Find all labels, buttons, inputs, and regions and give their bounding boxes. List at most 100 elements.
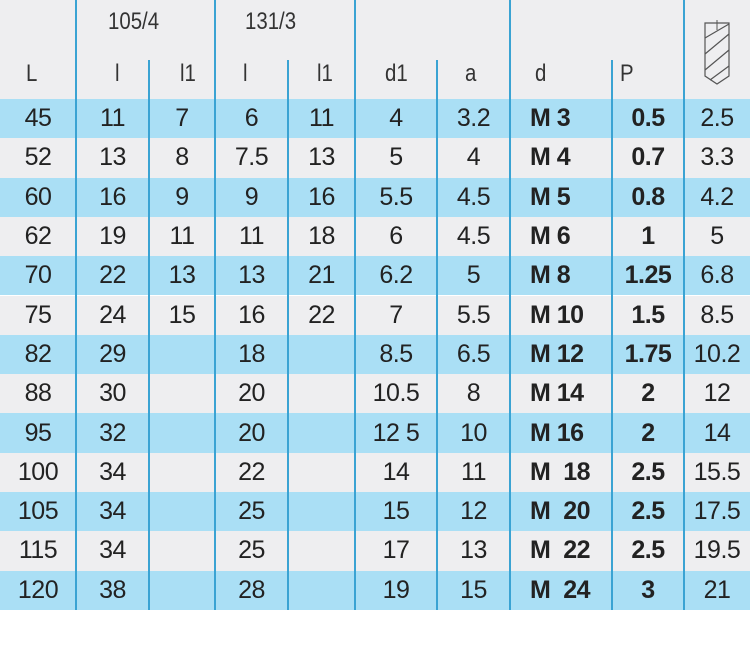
table-row: 60 16 9 9 16 5.5 4.5 M 5 0.8 4.2 (0, 177, 750, 217)
header-l1-105: l1 (180, 60, 196, 87)
cell-P: 0.5 (631, 104, 665, 133)
cell-l1-131 (288, 492, 355, 531)
cell-l-105: 22 (99, 261, 126, 290)
cell-a: 13 (460, 536, 487, 565)
cell-l1-105 (149, 453, 215, 492)
cell-l-105: 24 (99, 300, 126, 329)
cell-d1: 15 (382, 497, 410, 526)
cell-d: M 20 (530, 497, 591, 526)
table-row: 62 19 11 11 18 6 4.5 M 6 1 5 (0, 216, 750, 257)
table-row: 105 34 25 15 12 M 20 2.5 17.5 (0, 492, 750, 532)
cell-l1-131: 13 (308, 143, 335, 172)
cell-l1-131: 16 (308, 182, 335, 211)
cell-L: 75 (24, 300, 52, 329)
table-row: 70 22 13 13 21 6.2 5 M 8 1.25 6.8 (0, 256, 750, 296)
cell-l1-131 (288, 531, 355, 570)
cell-l1-131: 22 (308, 300, 335, 329)
column-divider (287, 60, 289, 610)
cell-l-105: 29 (99, 339, 126, 368)
cell-L: 60 (24, 182, 52, 211)
cell-d: M 6 (530, 222, 571, 251)
header-d: d (535, 60, 547, 87)
header-group-105-4: 105/4 (108, 8, 160, 35)
cell-L: 120 (17, 575, 59, 604)
cell-l1-131 (288, 374, 355, 413)
cell-a: 3.2 (456, 104, 491, 133)
cell-d: M 16 (530, 418, 584, 447)
cell-l-131: 6 (244, 104, 259, 133)
cell-P: 2 (641, 379, 655, 408)
cell-l1-105 (149, 492, 215, 531)
cell-L: 52 (24, 143, 52, 172)
cell-d: M 4 (530, 143, 571, 172)
cell-l1-131: 18 (308, 222, 335, 251)
cell-d1: 19 (382, 575, 410, 604)
cell-l-131: 22 (238, 457, 265, 486)
header-l-131: l (243, 60, 248, 87)
table-row: 45 11 7 6 11 4 3.2 M 3 0.5 2.5 (0, 99, 750, 139)
cell-l1-105: 7 (175, 104, 189, 133)
cell-d1: 10.5 (372, 379, 420, 408)
cell-L: 100 (17, 457, 59, 486)
cell-l-105: 32 (99, 418, 126, 447)
cell-l-105: 13 (99, 143, 126, 172)
cell-P: 2.5 (631, 497, 665, 526)
cell-d: M 14 (530, 379, 584, 408)
cell-d1: 8.5 (379, 339, 413, 368)
cell-drill: 4.2 (700, 182, 734, 211)
cell-P: 3 (641, 575, 655, 604)
cell-drill: 12 (703, 379, 731, 408)
cell-P: 1.75 (624, 339, 672, 368)
tap-drill-icon (704, 20, 730, 85)
cell-drill: 2.5 (700, 104, 734, 133)
table-header: 105/4 131/3 L l l1 l l1 d1 a d P (0, 0, 750, 99)
cell-l-131: 20 (238, 418, 265, 447)
cell-d1: 17 (382, 536, 410, 565)
cell-drill: 14 (703, 418, 731, 447)
column-divider (509, 0, 511, 610)
column-divider (436, 60, 438, 610)
column-divider (683, 0, 685, 610)
cell-l-105: 38 (99, 575, 126, 604)
cell-P: 1.25 (624, 261, 672, 290)
cell-a: 4 (466, 143, 481, 172)
cell-L: 62 (24, 222, 52, 251)
cell-l1-105: 8 (175, 143, 189, 172)
cell-P: 2 (641, 418, 655, 447)
cell-l-131: 25 (238, 497, 265, 526)
cell-d: M 24 (530, 575, 591, 604)
cell-drill: 5 (710, 222, 724, 251)
cell-L: 45 (24, 104, 52, 133)
cell-l1-105 (149, 374, 215, 413)
cell-l-131: 9 (244, 182, 259, 211)
cell-l-131: 25 (238, 536, 265, 565)
cell-d1: 14 (382, 457, 410, 486)
cell-a: 10 (460, 418, 487, 447)
cell-drill: 6.8 (700, 261, 734, 290)
column-divider (611, 60, 613, 610)
cell-l-131: 11 (239, 222, 264, 251)
cell-l1-131: 11 (309, 104, 334, 133)
table-row: 88 30 20 10.5 8 M 14 2 12 (0, 374, 750, 414)
cell-P: 2.5 (631, 457, 665, 486)
cell-l-105: 16 (99, 182, 126, 211)
cell-a: 4.5 (456, 222, 491, 251)
cell-P: 1 (641, 222, 655, 251)
header-l-105: l (115, 60, 120, 87)
header-L: L (26, 60, 38, 87)
cell-d: M 18 (530, 457, 591, 486)
cell-d: M 5 (530, 182, 571, 211)
cell-l-105: 19 (99, 222, 126, 251)
cell-d: M 8 (530, 261, 571, 290)
cell-d1: 5 (389, 143, 403, 172)
cell-L: 115 (18, 536, 58, 565)
cell-d: M 12 (530, 339, 584, 368)
cell-l1-105 (149, 335, 215, 374)
cell-l-131: 16 (238, 300, 265, 329)
cell-l1-131 (288, 335, 355, 374)
cell-l1-105: 11 (169, 222, 195, 251)
cell-l1-131 (288, 571, 355, 610)
cell-d: M 3 (530, 104, 571, 133)
table-row: 82 29 18 8.5 6.5 M 12 1.75 10.2 (0, 334, 750, 375)
cell-L: 95 (24, 418, 52, 447)
